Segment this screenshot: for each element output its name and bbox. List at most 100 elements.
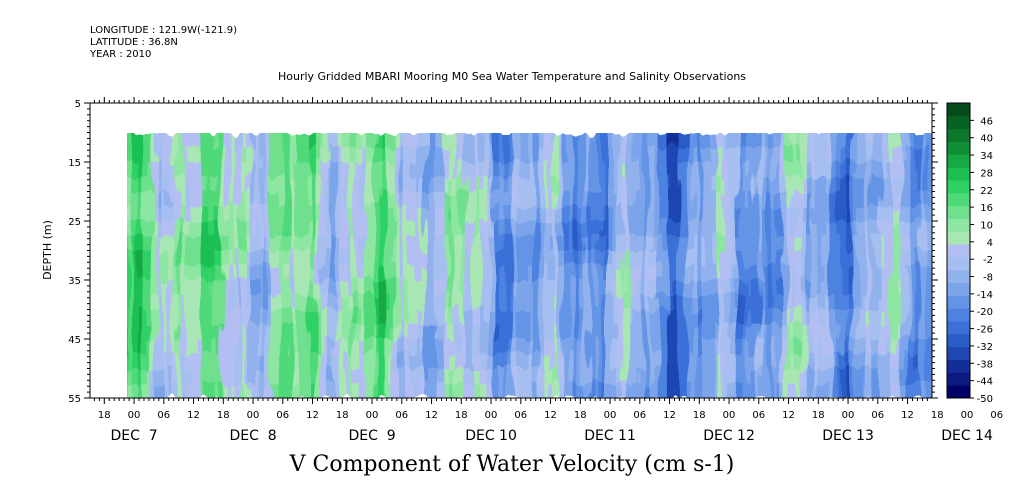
heatmap-cell — [717, 294, 723, 311]
heatmap-cell — [801, 368, 807, 384]
heatmap-cell — [796, 206, 802, 222]
colorbar-label: 46 — [980, 116, 993, 127]
heatmap-cell — [533, 235, 540, 252]
heatmap-cell — [434, 162, 440, 178]
heatmap-cell — [360, 353, 366, 370]
heatmap-cell — [687, 294, 693, 311]
heatmap-cell — [355, 206, 361, 222]
heatmap-cell — [573, 162, 579, 178]
heatmap-cell — [811, 265, 817, 281]
heatmap-cell — [816, 133, 822, 148]
heatmap-cell — [935, 295, 941, 310]
heatmap-cell — [280, 235, 287, 252]
y-tick-label: 35 — [68, 276, 81, 287]
heatmap-cell — [920, 162, 926, 178]
heatmap-cell — [424, 294, 431, 311]
heatmap-cell — [687, 353, 693, 370]
heatmap-cell — [533, 133, 540, 148]
heatmap-cell — [850, 235, 857, 252]
y-tick-label: 45 — [68, 335, 81, 346]
heatmap-cell — [236, 339, 242, 355]
heatmap-cell — [826, 383, 832, 398]
heatmap-cell — [766, 235, 773, 252]
heatmap-cell — [791, 339, 797, 355]
heatmap-cell — [652, 162, 659, 178]
heatmap-cell — [250, 176, 257, 193]
heatmap-cell — [295, 206, 302, 222]
heatmap-cell — [285, 280, 292, 296]
heatmap-cell — [860, 250, 867, 266]
heatmap-cell — [647, 383, 654, 398]
heatmap-cell — [310, 235, 317, 252]
heatmap-cell — [880, 191, 887, 207]
colorbar-label: 28 — [980, 168, 993, 179]
heatmap-cell — [553, 280, 559, 296]
heatmap-cell — [449, 383, 455, 398]
heatmap-cell — [667, 191, 674, 207]
heatmap-cell — [166, 324, 173, 340]
heatmap-cell — [900, 191, 907, 207]
heatmap-cell — [930, 383, 932, 398]
heatmap-cell — [231, 280, 237, 296]
heatmap-cell — [811, 339, 817, 355]
heatmap-cell — [211, 250, 217, 266]
heatmap-cell — [677, 339, 683, 355]
heatmap-cell — [498, 294, 505, 311]
heatmap-cell — [841, 265, 847, 281]
heatmap-cell — [850, 368, 857, 384]
heatmap-cell — [206, 309, 212, 325]
heatmap-cell — [508, 250, 515, 266]
heatmap-cell — [826, 221, 832, 237]
x-hour-label: 06 — [395, 410, 408, 421]
heatmap-cell — [637, 324, 644, 340]
heatmap-cell — [255, 162, 262, 178]
heatmap-cell — [136, 280, 143, 296]
heatmap-cell — [325, 176, 331, 193]
heatmap-cell — [419, 265, 426, 281]
heatmap-cell — [821, 206, 827, 222]
heatmap-cell — [513, 191, 520, 207]
heatmap-cell — [786, 176, 793, 193]
heatmap-cell — [141, 250, 148, 266]
heatmap-cell — [365, 280, 371, 296]
heatmap-cell — [761, 280, 768, 296]
heatmap-cell — [875, 294, 882, 311]
heatmap-cell — [652, 147, 659, 163]
heatmap-cell — [493, 280, 500, 296]
heatmap-cell — [940, 339, 946, 354]
heatmap-cell — [642, 176, 649, 193]
heatmap-cell — [598, 324, 604, 340]
heatmap-cell — [751, 309, 758, 325]
heatmap-cell — [350, 206, 356, 222]
heatmap-cell — [146, 280, 153, 296]
heatmap-cell — [355, 353, 361, 370]
heatmap-cell — [632, 294, 639, 311]
heatmap-cell — [181, 265, 188, 281]
heatmap-cell — [181, 309, 188, 325]
heatmap-cell — [726, 133, 733, 148]
heatmap-cell — [845, 265, 852, 281]
heatmap-cell — [940, 310, 946, 325]
heatmap-cell — [350, 147, 356, 163]
heatmap-cell — [424, 235, 431, 252]
heatmap-cell — [900, 324, 907, 340]
heatmap-cell — [816, 309, 822, 325]
heatmap-cell — [211, 294, 217, 311]
heatmap-cell — [647, 235, 654, 252]
heatmap-cell — [702, 147, 708, 163]
heatmap-cell — [776, 176, 783, 193]
heatmap-cell — [647, 162, 654, 178]
heatmap-cell — [717, 191, 723, 207]
heatmap-cell — [315, 294, 321, 311]
heatmap-cell — [920, 235, 926, 252]
y-axis-label: DEPTH (m) — [41, 220, 54, 280]
heatmap-cell — [751, 294, 758, 311]
heatmap-cell — [265, 191, 272, 207]
heatmap-cell — [607, 133, 614, 148]
heatmap-cell — [563, 250, 569, 266]
heatmap-cell — [255, 235, 262, 252]
heatmap-cell — [593, 324, 599, 340]
heatmap-cell — [379, 235, 386, 252]
heatmap-cell — [335, 294, 341, 311]
heatmap-cell — [305, 353, 312, 370]
